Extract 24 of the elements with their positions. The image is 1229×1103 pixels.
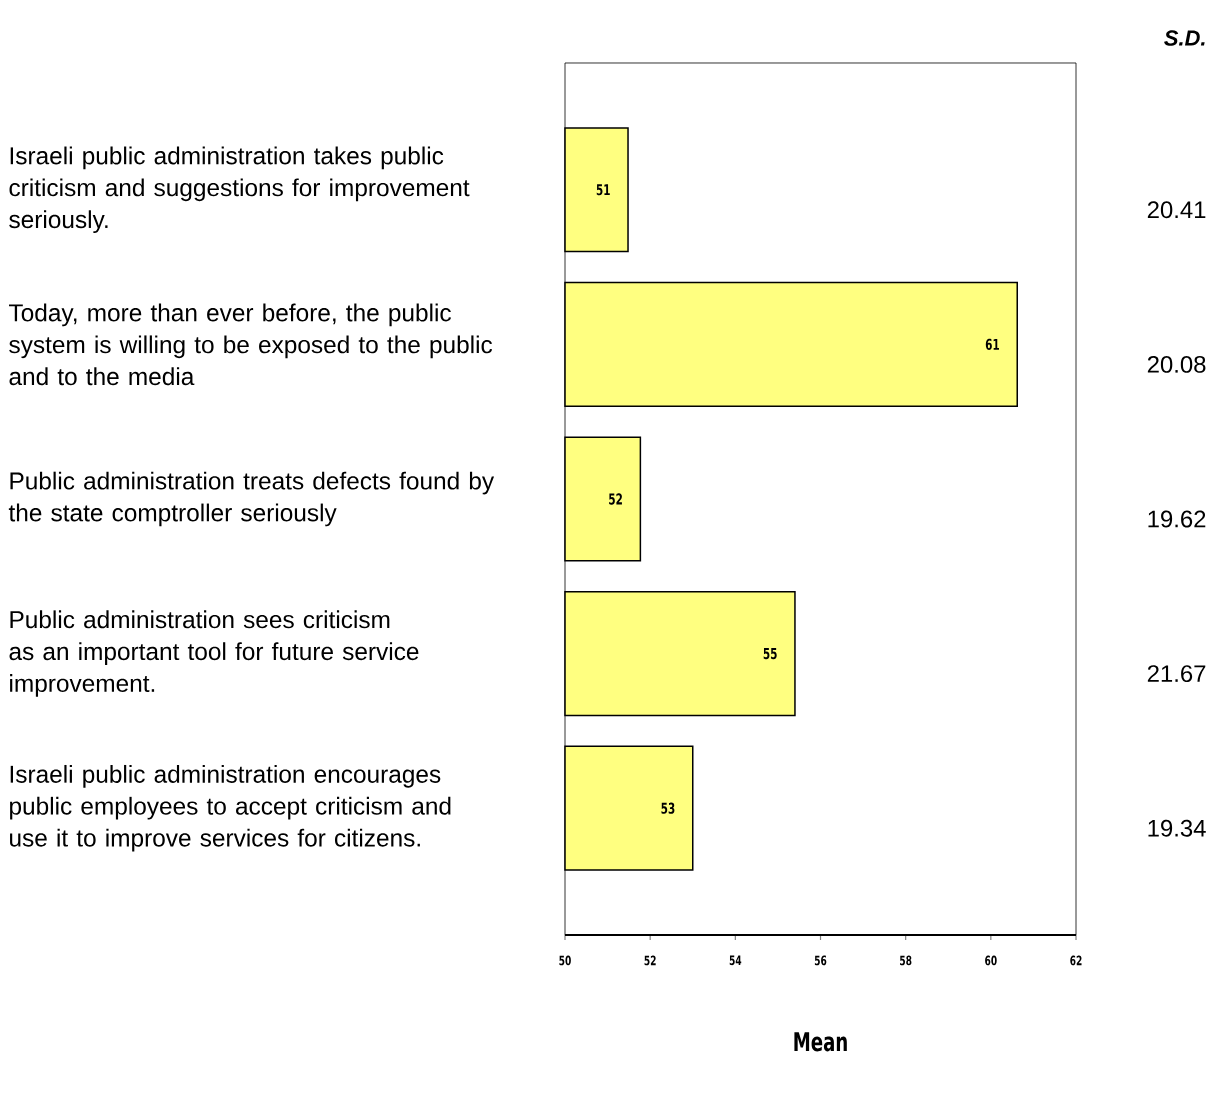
y-tick-label: Public administration treats defects found by the state comptroller seriously: [8, 471, 495, 527]
x-axis-title: Mean: [794, 1032, 847, 1052]
text: 20.41: [1147, 201, 1206, 219]
data-label: 55: [763, 648, 777, 660]
text: 19.62: [1148, 510, 1206, 528]
text: 20.08: [1147, 355, 1206, 373]
x-tick-label: 56: [814, 955, 827, 966]
x-tick-label: 50: [559, 955, 571, 966]
data-label: 53: [661, 802, 675, 814]
x-tick-label: 54: [729, 955, 742, 966]
y-tick-label: Today, more than ever before, the public system is willing to be exposed to the public and to the media: [9, 303, 493, 386]
y-tick-label: Public administration sees criticism as an important tool for future service improvement.: [9, 610, 419, 697]
data-label: 61: [985, 338, 999, 351]
y-tick-label: Israeli public administration takes public criticism and suggestions for improvement seriously.: [9, 146, 470, 234]
text: S.D.: [1164, 30, 1205, 46]
x-tick-label: 60: [985, 955, 997, 966]
data-label: 51: [596, 184, 610, 196]
x-tick-label: 58: [900, 955, 912, 966]
data-label: 52: [609, 493, 622, 505]
x-tick-label: 52: [644, 955, 656, 966]
y-tick-label: Israeli public administration encourages public employees to accept criticism and use it to improve services for citizens.: [10, 764, 451, 852]
x-tick-label: 62: [1070, 955, 1082, 966]
text: 19.34: [1148, 819, 1206, 837]
text: 21.67: [1147, 665, 1206, 683]
